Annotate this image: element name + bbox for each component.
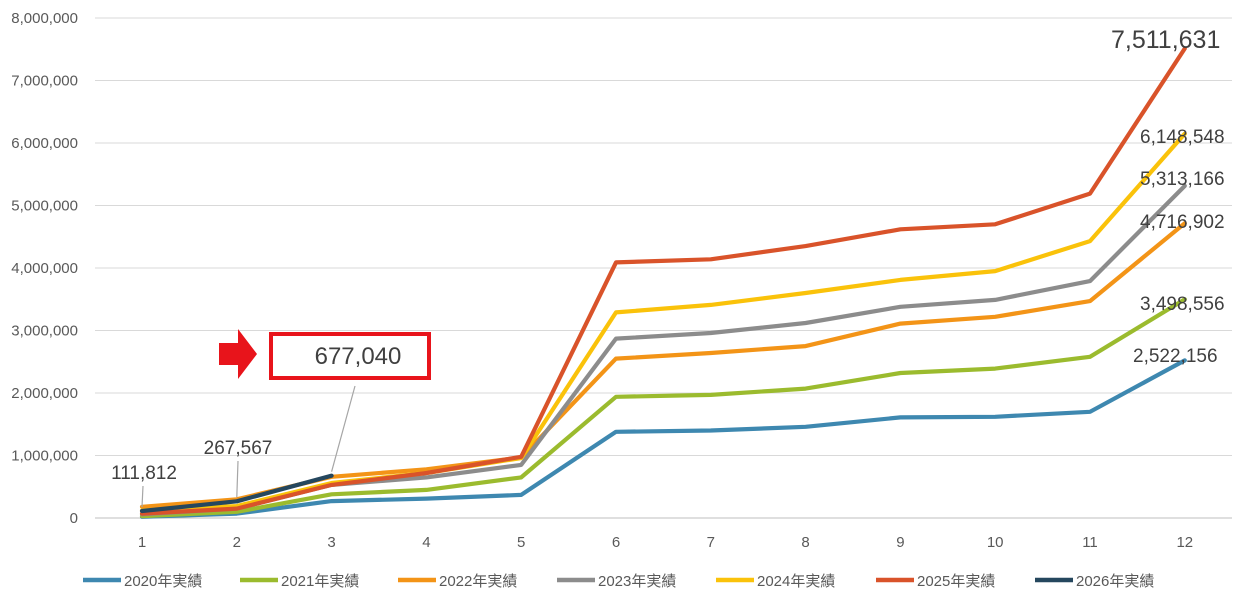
data-label: 7,511,631 [1111,26,1220,54]
x-tick-label: 1 [138,534,146,551]
legend-label: 2025年実績 [917,573,995,590]
data-labels: 111,812 267,567 677,040 7,511,631 6,148,548 5… [111,26,1225,508]
x-tick-label: 12 [1176,534,1193,551]
legend-label: 2026年実績 [1076,573,1154,590]
arrow-icon [219,329,257,379]
leader-line [141,485,144,508]
x-tick-label: 3 [327,534,335,551]
x-tick-label: 2 [233,534,241,551]
data-label: 3,498,556 [1140,294,1225,315]
gridlines [95,17,1232,519]
legend-label: 2023年実績 [598,573,676,590]
x-tick-label: 8 [801,534,809,551]
y-tick-label: 5,000,000 [11,198,78,215]
series-line-2020年実績 [139,358,1187,519]
data-label: 267,567 [204,438,273,459]
y-tick-label: 8,000,000 [11,10,78,27]
y-tick-label: 4,000,000 [11,260,78,277]
legend-label: 2020年実績 [124,573,202,590]
y-tick-label: 2,000,000 [11,385,78,402]
x-tick-label: 10 [987,534,1004,551]
x-tick-label: 6 [612,534,620,551]
data-label: 2,522,156 [1133,346,1218,367]
series-lines [139,46,1187,519]
y-axis-ticks: 0 1,000,000 2,000,000 3,000,000 4,000,000 5,0… [11,10,78,527]
callout-box [269,332,431,380]
x-tick-label: 9 [896,534,904,551]
x-tick-label: 5 [517,534,525,551]
data-label-boxed: 677,040 [315,343,402,370]
legend-label: 2022年実績 [439,573,517,590]
series-line-2025年実績 [139,46,1187,516]
legend-label: 2024年実績 [757,573,835,590]
x-tick-label: 4 [422,534,430,551]
data-label: 111,812 [111,463,177,484]
y-tick-label: 1,000,000 [11,448,78,465]
data-label: 5,313,166 [1140,169,1225,190]
y-tick-label: 3,000,000 [11,323,78,340]
leader-line [236,460,239,498]
x-tick-label: 11 [1082,534,1098,551]
x-tick-label: 7 [707,534,715,551]
series-line-2021年実績 [139,297,1187,519]
legend: 2020年実績 2021年実績 2022年実績 2023年実績 2024年実績 2025年… [83,573,1154,590]
y-tick-label: 7,000,000 [11,73,78,90]
data-label: 4,716,902 [1140,212,1225,233]
y-tick-label: 6,000,000 [11,135,78,152]
legend-label: 2021年実績 [281,573,359,590]
x-axis-ticks: 1 2 3 4 5 6 7 8 9 10 11 12 [138,534,1193,551]
data-label: 6,148,548 [1140,127,1225,148]
y-tick-label: 0 [70,510,78,527]
series-line-2024年実績 [139,131,1187,513]
leader-line [331,385,356,472]
